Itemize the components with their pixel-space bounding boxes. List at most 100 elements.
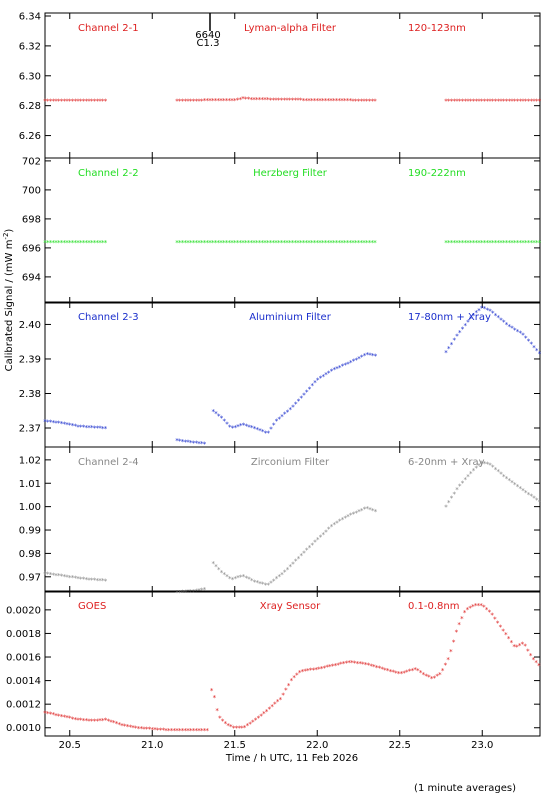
data-point: * (93, 424, 97, 432)
data-point: * (371, 507, 375, 515)
data-point: * (510, 239, 514, 247)
data-point: * (294, 239, 298, 247)
y-tick-label: 694 (22, 272, 41, 283)
data-point: * (96, 424, 100, 432)
data-point: * (184, 239, 188, 247)
data-point: * (242, 573, 246, 581)
data-point: * (502, 473, 506, 481)
data-point: * (352, 358, 356, 366)
data-point: * (471, 603, 475, 611)
data-point: * (253, 578, 257, 586)
data-point: * (178, 727, 182, 735)
data-point: * (444, 239, 448, 247)
data-point: * (278, 415, 282, 423)
data-point: * (178, 589, 182, 597)
data-point: * (319, 375, 323, 383)
data-point: * (360, 239, 364, 247)
data-point: * (239, 239, 243, 247)
data-point: * (510, 479, 514, 487)
data-point: * (419, 669, 423, 677)
data-point: * (192, 97, 196, 105)
data-point: * (109, 718, 113, 726)
data-point: * (474, 602, 478, 610)
data-point: * (287, 682, 291, 690)
data-point: * (258, 580, 262, 588)
data-point: * (458, 482, 462, 490)
data-point: * (292, 674, 296, 682)
data-point: * (496, 468, 500, 476)
data-point: * (472, 239, 476, 247)
data-point: * (523, 643, 527, 651)
data-point: * (203, 586, 207, 594)
data-point: * (338, 518, 342, 526)
data-point: * (228, 97, 232, 105)
data-point: * (68, 574, 72, 582)
data-point: * (494, 97, 498, 105)
data-point: * (485, 239, 489, 247)
data-point: * (505, 239, 509, 247)
data-point: * (52, 239, 56, 247)
data-point: * (413, 666, 417, 674)
data-point: * (214, 239, 218, 247)
data-point: * (200, 97, 204, 105)
data-point: * (74, 239, 78, 247)
data-point: * (192, 727, 196, 735)
data-point: * (529, 341, 533, 349)
data-point: * (211, 97, 215, 105)
data-point: * (43, 570, 47, 578)
data-point: * (280, 413, 284, 421)
data-point: * (386, 667, 390, 675)
y-tick-label: 698 (22, 214, 41, 225)
data-point: * (447, 97, 451, 105)
data-point: * (96, 239, 100, 247)
data-point: * (357, 508, 361, 516)
data-point: * (324, 239, 328, 247)
data-point: * (247, 576, 251, 584)
data-point: * (236, 239, 240, 247)
data-point: * (52, 711, 56, 719)
data-point: * (241, 95, 245, 103)
data-point: * (333, 521, 337, 529)
data-point: * (450, 495, 454, 503)
data-point: * (291, 239, 295, 247)
data-point: * (98, 239, 102, 247)
x-tick-label: 21.5 (224, 740, 246, 751)
y-tick-label: 6.30 (19, 71, 41, 82)
data-point: * (318, 97, 322, 105)
data-point: * (247, 239, 251, 247)
data-point: * (527, 239, 531, 247)
data-point: * (466, 473, 470, 481)
data-point: * (57, 239, 61, 247)
data-point: * (300, 552, 304, 560)
data-point: * (252, 96, 256, 104)
data-point: * (49, 97, 53, 105)
data-point: * (264, 429, 268, 437)
data-point: * (228, 239, 232, 247)
data-point: * (65, 714, 69, 722)
data-point: * (463, 322, 467, 330)
data-point: * (341, 516, 345, 524)
data-point: * (288, 97, 292, 105)
data-point: * (217, 239, 221, 247)
data-point: * (402, 669, 406, 677)
data-point: * (225, 239, 229, 247)
data-point: * (512, 643, 516, 651)
data-point: * (349, 239, 353, 247)
data-point: * (335, 239, 339, 247)
data-point: * (223, 418, 227, 426)
data-point: * (360, 507, 364, 515)
data-point: * (485, 606, 489, 614)
data-point: * (305, 97, 309, 105)
data-point: * (466, 606, 470, 614)
data-point: * (234, 575, 238, 583)
data-point: * (175, 239, 179, 247)
data-point: * (76, 239, 80, 247)
data-point: * (499, 239, 503, 247)
data-point: * (263, 96, 267, 104)
data-point: * (344, 515, 348, 523)
data-point: * (251, 719, 255, 727)
data-point: * (338, 97, 342, 105)
data-point: * (358, 660, 362, 668)
data-point: * (68, 97, 72, 105)
data-point: * (189, 727, 193, 735)
